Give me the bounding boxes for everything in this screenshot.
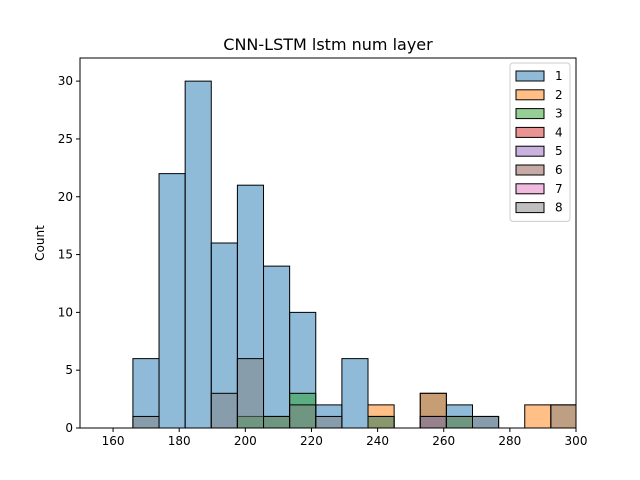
legend-label-1: 1	[555, 69, 563, 83]
bar-series-2-bin-15	[524, 404, 552, 429]
x-tick-label: 240	[366, 434, 389, 448]
x-tick-label: 160	[102, 434, 125, 448]
legend-label-4: 4	[555, 125, 563, 139]
bars-layer	[132, 80, 577, 429]
x-tick-label: 260	[432, 434, 455, 448]
x-tick-label: 180	[168, 434, 191, 448]
legend-label-3: 3	[555, 107, 563, 121]
y-tick-label: 0	[65, 421, 73, 435]
legend-label-5: 5	[555, 144, 563, 158]
chart-title: CNN-LSTM lstm num layer	[223, 35, 433, 54]
legend-swatch-2	[515, 89, 545, 101]
bar-series-1-bin-2	[184, 80, 212, 429]
x-tick-label: 300	[565, 434, 588, 448]
x-tick-label: 220	[300, 434, 323, 448]
legend-label-8: 8	[555, 201, 563, 215]
bar-series-8-bin-3	[210, 392, 238, 429]
legend-frame	[509, 62, 571, 222]
y-tick-label: 10	[58, 305, 73, 319]
bar-series-1-bin-5	[263, 265, 291, 429]
y-tick-label: 20	[58, 190, 73, 204]
legend-label-7: 7	[555, 182, 563, 196]
bar-series-8-bin-12	[445, 415, 474, 429]
x-tick-label: 280	[498, 434, 521, 448]
bar-series-8-bin-9	[367, 415, 395, 429]
bar-series-8-bin-4	[236, 358, 265, 429]
legend-swatch-5	[515, 145, 545, 157]
y-axis: 0 5 10 15 20 25 30	[58, 74, 80, 435]
y-tick-label: 30	[58, 74, 73, 88]
x-axis: 160 180 200 220 240 260 280 300	[102, 428, 588, 448]
bar-series-8-bin-6	[289, 404, 317, 429]
legend-swatch-4	[515, 126, 545, 138]
bar-series-1-bin-8	[341, 358, 369, 429]
x-tick-label: 200	[234, 434, 257, 448]
y-tick-label: 5	[65, 363, 73, 377]
y-tick-label: 15	[58, 248, 73, 262]
bar-series-8-bin-0	[132, 415, 160, 429]
legend-swatch-6	[515, 164, 545, 176]
legend-swatch-7	[515, 183, 545, 195]
bar-series-8-bin-16	[550, 404, 577, 429]
legend-label-6: 6	[555, 163, 563, 177]
bar-series-8-bin-13	[472, 415, 500, 429]
y-axis-label: Count	[33, 225, 47, 261]
legend: 1 2 3 4 5 6 7 8	[509, 62, 571, 222]
legend-swatch-3	[515, 108, 545, 120]
bar-series-8-bin-11	[419, 415, 447, 429]
bar-series-8-bin-5	[263, 415, 291, 429]
bar-series-1-bin-1	[158, 173, 186, 429]
plot-frame	[79, 57, 577, 429]
y-tick-label: 25	[58, 132, 73, 146]
legend-swatch-1	[515, 70, 545, 82]
legend-swatch-8	[515, 202, 545, 214]
legend-label-2: 2	[555, 88, 563, 102]
bar-series-8-bin-7	[315, 415, 343, 429]
